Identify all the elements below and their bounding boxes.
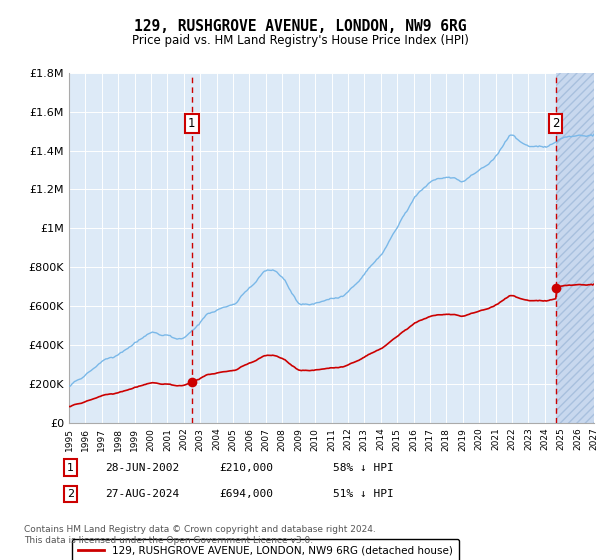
- Text: 51% ↓ HPI: 51% ↓ HPI: [333, 489, 394, 499]
- Text: Contains HM Land Registry data © Crown copyright and database right 2024.
This d: Contains HM Land Registry data © Crown c…: [24, 525, 376, 545]
- Text: 1: 1: [188, 117, 196, 130]
- Legend: 129, RUSHGROVE AVENUE, LONDON, NW9 6RG (detached house), HPI: Average price, det: 129, RUSHGROVE AVENUE, LONDON, NW9 6RG (…: [71, 539, 460, 560]
- Bar: [556, 73, 594, 423]
- Text: 129, RUSHGROVE AVENUE, LONDON, NW9 6RG: 129, RUSHGROVE AVENUE, LONDON, NW9 6RG: [134, 20, 466, 34]
- Text: £694,000: £694,000: [219, 489, 273, 499]
- Bar: [556, 73, 594, 423]
- Text: Price paid vs. HM Land Registry's House Price Index (HPI): Price paid vs. HM Land Registry's House …: [131, 34, 469, 47]
- Text: 58% ↓ HPI: 58% ↓ HPI: [333, 463, 394, 473]
- Text: 2: 2: [552, 117, 559, 130]
- Text: 27-AUG-2024: 27-AUG-2024: [105, 489, 179, 499]
- Text: 1: 1: [67, 463, 74, 473]
- Text: £210,000: £210,000: [219, 463, 273, 473]
- Text: 28-JUN-2002: 28-JUN-2002: [105, 463, 179, 473]
- Text: 2: 2: [67, 489, 74, 499]
